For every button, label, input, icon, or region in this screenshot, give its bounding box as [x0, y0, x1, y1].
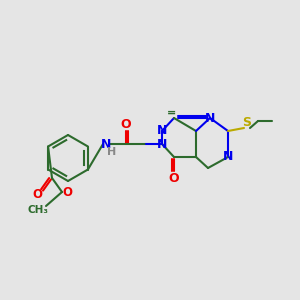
Text: N: N: [223, 151, 233, 164]
Text: N: N: [205, 112, 215, 124]
Text: S: S: [242, 116, 251, 130]
Text: N: N: [101, 137, 111, 151]
Text: =: =: [167, 108, 177, 118]
Text: H: H: [107, 147, 117, 157]
Text: N: N: [157, 137, 167, 151]
Text: O: O: [32, 188, 42, 202]
Text: CH₃: CH₃: [28, 205, 49, 215]
Text: O: O: [121, 118, 131, 130]
Text: N: N: [157, 124, 167, 137]
Text: O: O: [169, 172, 179, 184]
Text: O: O: [62, 185, 72, 199]
